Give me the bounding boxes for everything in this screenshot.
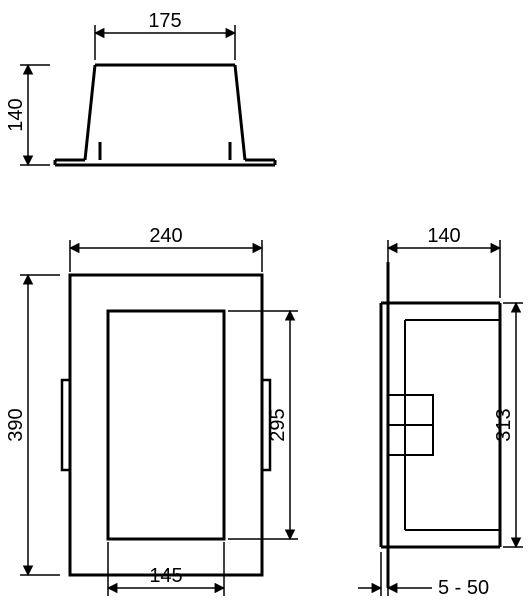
dim-side-height: 313 xyxy=(493,408,515,441)
dim-top-height: 140 xyxy=(5,98,27,131)
top-view: 175 140 xyxy=(5,10,275,165)
side-view: 140 313 5 - 50 xyxy=(358,225,523,599)
dim-top-width: 175 xyxy=(148,10,181,32)
technical-drawing: 175 140 240 145 xyxy=(0,0,529,600)
dim-side-offset: 5 - 50 xyxy=(438,577,489,599)
dim-front-outer-height: 390 xyxy=(5,408,27,441)
dim-side-depth: 140 xyxy=(427,225,460,247)
dim-front-inner-width: 145 xyxy=(149,565,182,587)
dim-front-inner-height: 295 xyxy=(267,408,289,441)
front-view: 240 145 390 295 xyxy=(5,225,298,596)
dim-front-outer-width: 240 xyxy=(149,225,182,247)
